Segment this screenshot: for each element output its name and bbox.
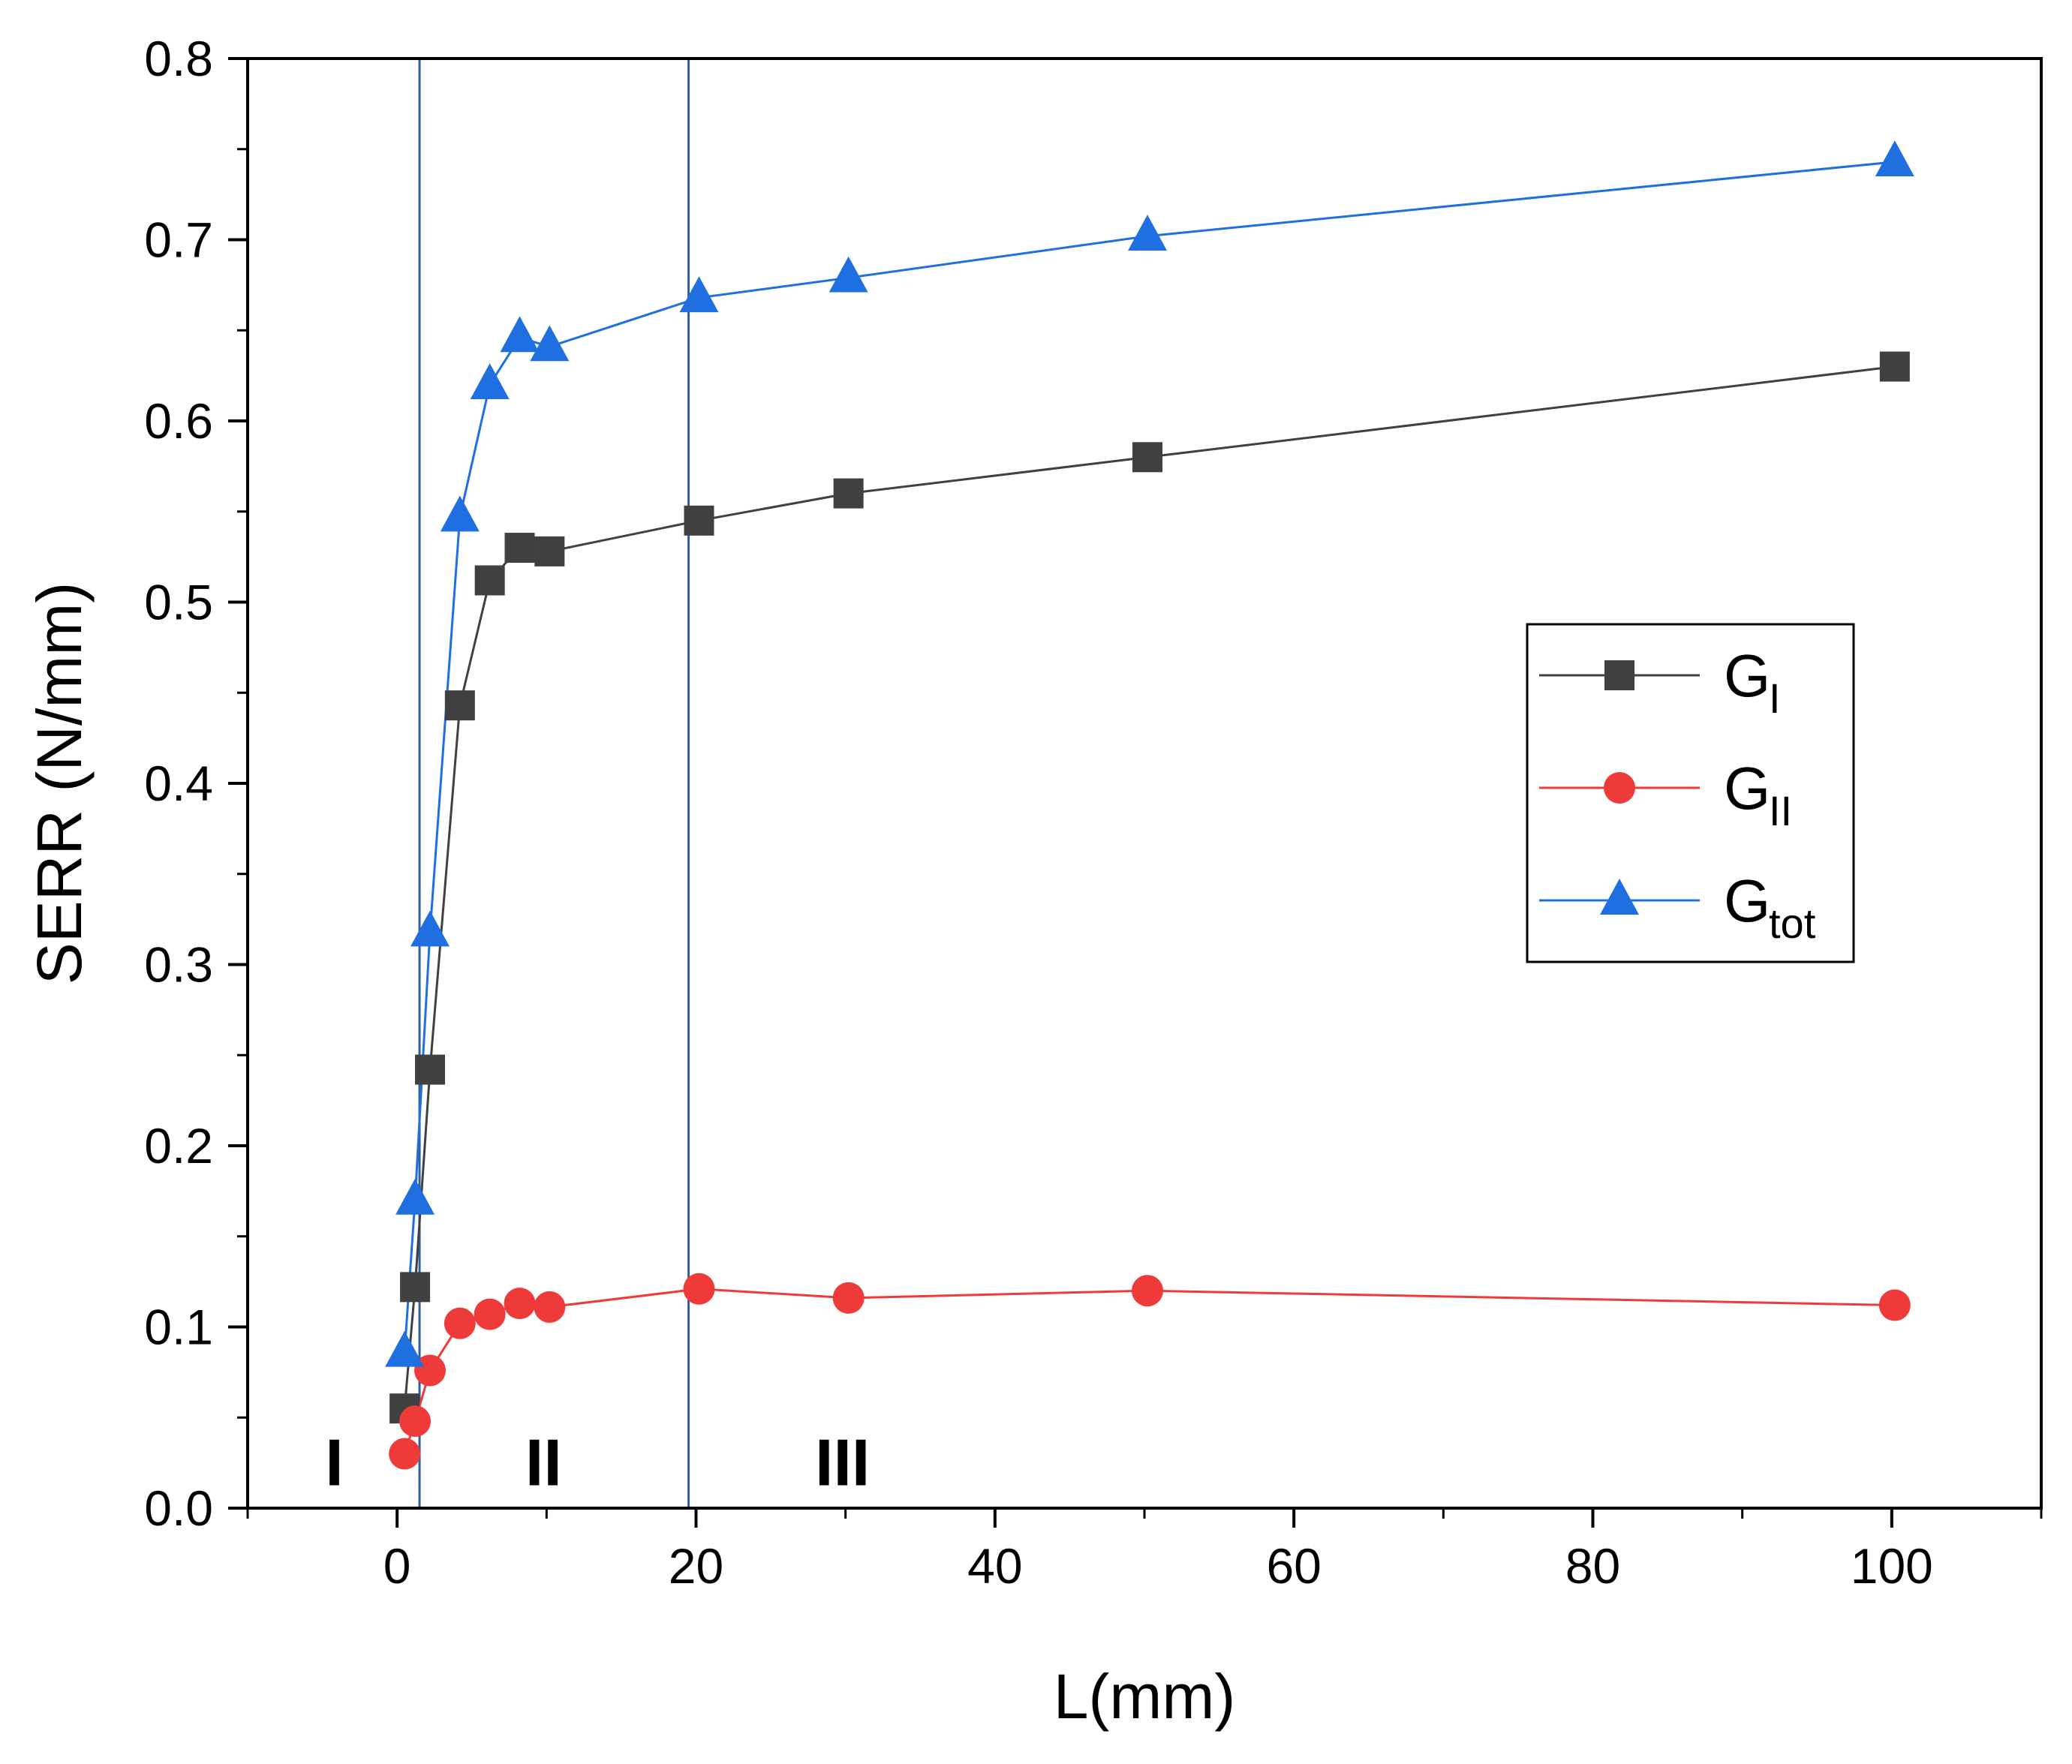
legend-sublabel-GI: I [1769, 675, 1781, 722]
data-point-Gtot-0 [385, 1330, 425, 1367]
x-tick-label-1: 20 [669, 1538, 723, 1594]
legend-marker-triangle [1600, 879, 1639, 915]
x-tick-label-5: 100 [1851, 1538, 1933, 1594]
y-tick-label-0: 0.0 [144, 1480, 213, 1536]
legend-label-GI: G [1724, 642, 1770, 709]
data-point-GII-1 [399, 1405, 432, 1438]
data-point-GI-9 [1132, 442, 1162, 473]
x-axis-title: L(mm) [1054, 1661, 1236, 1732]
data-point-GI-8 [833, 478, 864, 509]
data-point-GI-2 [414, 1054, 445, 1085]
series-layer [385, 140, 1914, 1470]
y-tick-label-1: 0.1 [144, 1300, 213, 1355]
legend-box [1526, 623, 1855, 963]
legend-label-Gtot: G [1724, 867, 1770, 934]
legend-item-GI: GI [1539, 642, 1781, 722]
data-point-Gtot-2 [410, 910, 450, 947]
data-point-Gtot-5 [500, 316, 540, 353]
legend-label-GII: G [1724, 755, 1770, 822]
data-point-Gtot-8 [828, 256, 868, 293]
x-tick-label-2: 40 [967, 1538, 1022, 1594]
data-point-Gtot-6 [530, 325, 570, 362]
y-tick-label-2: 0.2 [144, 1118, 213, 1173]
legend-marker-square [1604, 660, 1634, 690]
data-point-GII-2 [413, 1354, 446, 1387]
data-point-GII-4 [474, 1298, 506, 1330]
data-point-Gtot-9 [1127, 215, 1167, 251]
y-tick-label-4: 0.4 [144, 756, 213, 811]
data-point-GII-5 [504, 1288, 536, 1320]
data-point-GII-6 [534, 1291, 566, 1323]
data-point-Gtot-10 [1875, 140, 1914, 176]
data-point-GI-6 [534, 536, 565, 566]
legend-item-GII: GII [1539, 755, 1792, 834]
ticks: 0 20 40 60 80 100 0.0 0.1 0.2 0.3 0.4 0.5 0.6 0.7 0.8 [144, 31, 2043, 1594]
legend-sublabel-Gtot: tot [1769, 900, 1816, 947]
y-axis-title: SERR (N/mm) [24, 582, 95, 985]
y-tick-label-8: 0.8 [144, 31, 213, 86]
data-point-Gtot-1 [395, 1178, 435, 1215]
data-point-GII-7 [683, 1273, 715, 1305]
data-point-GI-7 [684, 505, 714, 536]
data-point-GII-0 [389, 1438, 421, 1470]
region-label-1: I [325, 1426, 343, 1500]
data-point-GI-1 [400, 1272, 431, 1303]
data-point-Gtot-3 [440, 495, 480, 532]
x-tick-label-0: 0 [383, 1538, 411, 1594]
data-point-GI-5 [504, 533, 535, 563]
y-tick-label-7: 0.7 [144, 212, 213, 268]
y-tick-label-6: 0.6 [144, 393, 213, 449]
x-tick-label-3: 60 [1266, 1538, 1321, 1594]
region-label-2: II [525, 1426, 562, 1500]
x-tick-label-4: 80 [1565, 1538, 1620, 1594]
data-point-GI-10 [1879, 351, 1910, 382]
data-point-GII-3 [444, 1307, 476, 1339]
data-point-GI-3 [444, 690, 475, 721]
region-labels: I II III [325, 1426, 870, 1500]
data-point-GI-4 [474, 565, 505, 596]
region-label-3: III [815, 1426, 870, 1500]
data-point-GII-10 [1878, 1289, 1911, 1321]
legend-marker-circle [1604, 772, 1635, 804]
y-tick-label-5: 0.5 [144, 575, 213, 630]
data-point-GII-9 [1131, 1275, 1163, 1307]
y-tick-label-3: 0.3 [144, 937, 213, 993]
data-point-GII-8 [832, 1282, 865, 1314]
legend-sublabel-GII: II [1769, 787, 1792, 834]
data-point-Gtot-4 [470, 363, 510, 400]
data-point-Gtot-7 [679, 276, 719, 313]
